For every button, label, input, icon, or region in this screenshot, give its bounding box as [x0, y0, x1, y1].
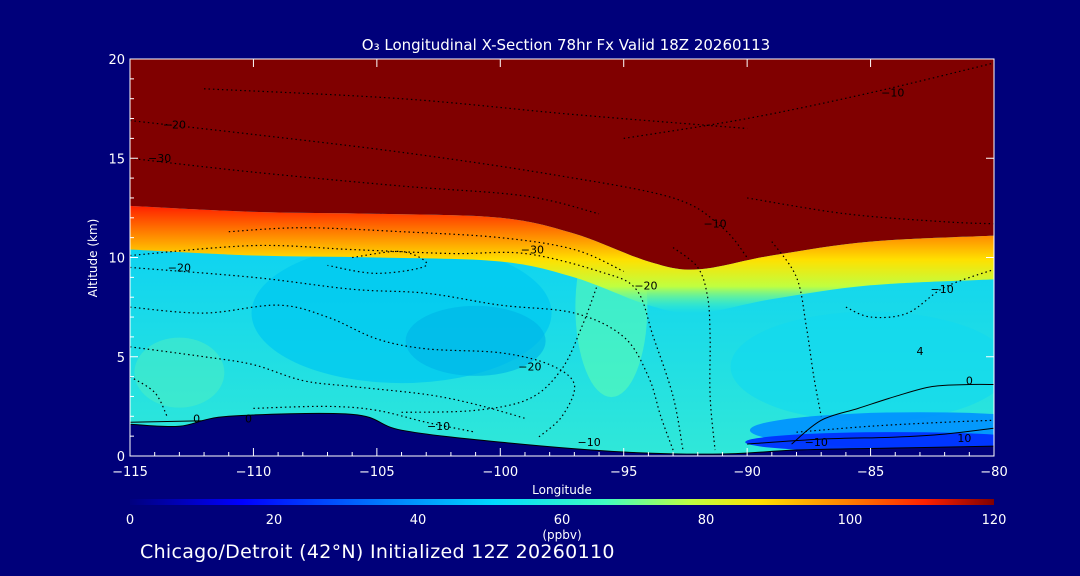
plot-area: −20 −30 −10 −10 −30 −20 −20 −10 −20 −10 −10 −10 0 10 0… — [130, 59, 994, 456]
colorbar — [130, 499, 994, 505]
western-enhancement — [134, 337, 225, 408]
contour-label: −10 — [881, 87, 904, 100]
stratosphere-region — [130, 59, 994, 270]
colorbar-tick-label: 40 — [410, 513, 427, 528]
colorbar-tick-label: 120 — [982, 513, 1007, 528]
x-tick-label: −90 — [733, 465, 760, 480]
contour-label: −20 — [634, 279, 657, 292]
contour-label: −20 — [168, 261, 191, 274]
contour-line-zero — [791, 383, 994, 445]
x-tick-label: −80 — [980, 465, 1007, 480]
colorbar-tick-label: 60 — [554, 513, 571, 528]
run-caption: Chicago/Detroit (42°N) Initialized 12Z 2… — [140, 541, 615, 563]
contour-label: −30 — [521, 244, 544, 257]
x-tick-label: −110 — [236, 465, 272, 480]
contour-line — [204, 88, 748, 130]
colorbar-ticks: 0 20 40 60 80 100 120 — [126, 513, 1007, 528]
contour-label: −10 — [578, 436, 601, 449]
contour-label: 0 — [966, 375, 973, 388]
x-tick-label: −105 — [359, 465, 395, 480]
contour-line — [253, 405, 476, 433]
y-tick-label: 15 — [108, 152, 125, 167]
contour-line — [401, 287, 598, 413]
colorbar-tick-label: 20 — [266, 513, 283, 528]
contour-line — [130, 266, 674, 451]
contour-line — [130, 157, 600, 215]
colorbar-tick-label: 100 — [838, 513, 863, 528]
x-tick-label: −100 — [482, 465, 518, 480]
contour-line — [796, 419, 994, 433]
y-axis: 0 5 10 15 20 — [108, 53, 994, 465]
contour-label: −20 — [518, 361, 541, 374]
contour-label: 10 — [957, 432, 971, 445]
x-axis-label: Longitude — [532, 483, 592, 497]
contour-line — [771, 241, 822, 417]
y-tick-label: 0 — [117, 450, 125, 465]
contour-label: 0 — [245, 412, 252, 425]
contour-label: −10 — [427, 420, 450, 433]
tropopause-transition-band — [130, 205, 994, 314]
x-tick-label: −85 — [857, 465, 884, 480]
contour-line — [130, 376, 168, 417]
contour-label: 4 — [916, 345, 923, 358]
contour-line — [130, 119, 748, 258]
y-tick-label: 20 — [108, 53, 125, 68]
contour-label: −10 — [805, 436, 828, 449]
y-tick-label: 5 — [117, 351, 125, 366]
contour-label: −20 — [163, 118, 186, 131]
contour-label: −10 — [931, 283, 954, 296]
chart-title: O₃ Longitudinal X-Section 78hr Fx Valid … — [362, 36, 770, 54]
contour-line — [623, 62, 994, 139]
x-tick-label: −95 — [610, 465, 637, 480]
contour-line-zero — [747, 427, 994, 445]
terrain-mask — [130, 413, 994, 456]
contour-line — [672, 247, 716, 451]
colorbar-tick-label: 80 — [698, 513, 715, 528]
colorbar-tick-label: 0 — [126, 513, 134, 528]
x-axis: −115 −110 −105 −100 −95 −90 −85 −80 — [112, 59, 1008, 480]
eastern-low-region — [730, 311, 994, 422]
y-tick-label: 10 — [108, 252, 125, 267]
terrain-outline — [130, 412, 994, 455]
contour-label: 0 — [193, 412, 200, 425]
contour-line — [747, 197, 994, 225]
low-ozone-core — [405, 305, 546, 376]
x-tick-label: −115 — [112, 465, 148, 480]
y-axis-label: Altitude (km) — [86, 219, 100, 298]
contour-line — [130, 304, 576, 439]
colorbar-label: (ppbv) — [542, 528, 581, 542]
contour-label: −10 — [703, 218, 726, 231]
contour-line — [228, 227, 624, 272]
contour-line — [845, 268, 994, 319]
contour-label: −30 — [148, 152, 171, 165]
